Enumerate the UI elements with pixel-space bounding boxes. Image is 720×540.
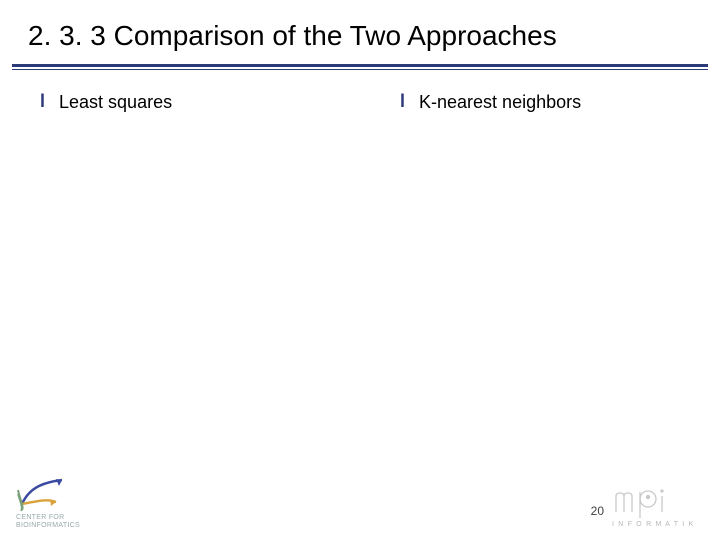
right-column: l K-nearest neighbors <box>360 92 720 113</box>
bullet-icon: l <box>400 92 405 110</box>
left-column: l Least squares <box>0 92 360 113</box>
mpi-icon <box>612 486 710 520</box>
logo-bioinformatics-caption: CENTER FOR BIOINFORMATICS <box>16 514 96 530</box>
logo-mpi: I N F O R M A T I K <box>612 486 710 528</box>
slide: 2. 3. 3 Comparison of the Two Approaches… <box>0 0 720 540</box>
list-item-label: Least squares <box>59 92 172 113</box>
logo-caption-line2: BIOINFORMATICS <box>16 522 80 529</box>
list-item-label: K-nearest neighbors <box>419 92 581 113</box>
logo-mpi-caption: I N F O R M A T I K <box>612 521 710 528</box>
bioinformatics-icon <box>16 474 74 512</box>
page-number: 20 <box>591 504 604 518</box>
list-item: l Least squares <box>40 92 360 113</box>
bullet-icon: l <box>40 92 45 110</box>
content-columns: l Least squares l K-nearest neighbors <box>0 92 720 113</box>
title-rule-thin <box>12 69 708 70</box>
page-title: 2. 3. 3 Comparison of the Two Approaches <box>28 20 557 52</box>
logo-caption-line1: CENTER FOR <box>16 514 65 521</box>
list-item: l K-nearest neighbors <box>400 92 720 113</box>
logo-bioinformatics: CENTER FOR BIOINFORMATICS <box>16 474 96 530</box>
title-rule <box>12 64 708 67</box>
